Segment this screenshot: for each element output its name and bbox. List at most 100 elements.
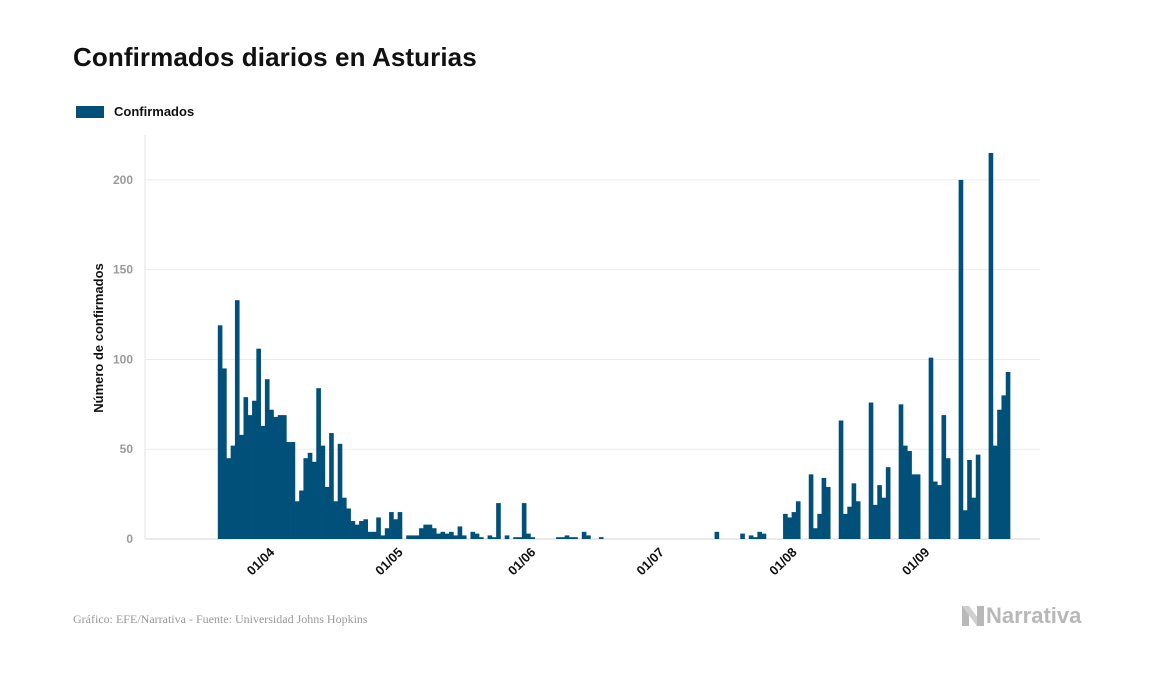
bar [277,415,283,539]
bar [847,506,852,539]
bar [1005,372,1011,539]
bar [449,531,454,539]
y-axis-title: Número de confirmados [91,263,106,413]
bar [748,535,754,539]
bar [992,445,998,539]
bar [817,513,822,539]
bar [239,434,244,539]
bar [975,454,981,539]
bar [556,537,561,539]
bar [753,537,758,539]
bar [855,501,861,539]
x-tick-label: 01/08 [766,545,800,579]
bar [937,485,942,539]
legend-swatch [76,105,104,118]
bar [521,503,527,539]
bar [915,474,921,539]
bar [783,513,788,539]
bar [808,474,814,539]
bar [282,415,287,539]
bar [530,537,536,539]
legend: Confirmados [76,104,194,119]
bar [423,524,428,539]
bar [740,533,745,539]
bar [461,535,467,539]
bar [795,501,801,539]
bar [222,368,227,539]
narrativa-logo-icon [962,606,984,626]
y-tick-label: 150 [113,263,133,277]
bar [359,521,364,539]
bar [761,533,767,539]
bar [997,409,1002,539]
bar [260,425,266,539]
bar [885,467,891,539]
bar [406,535,411,539]
bar [299,490,304,539]
bar [444,533,450,539]
bar [367,531,373,539]
bar [320,445,326,539]
bar [928,357,934,539]
bar [868,402,874,539]
bar [307,452,313,539]
bar [958,179,964,539]
bar [581,531,587,539]
bar [290,442,296,539]
bar [586,535,591,539]
bar [341,497,347,539]
source-note: Gráfico: EFE/Narrativa - Fuente: Univers… [73,612,368,626]
bar [217,325,223,539]
legend-label: Confirmados [114,104,195,119]
bar [427,524,433,539]
bar [504,535,510,539]
bar [226,458,231,539]
bar [363,519,369,539]
bar [252,400,257,539]
bar [286,442,291,539]
bar [560,537,566,539]
x-tick-label: 01/06 [505,545,539,579]
y-tick-label: 50 [120,442,134,456]
bar [843,513,848,539]
y-tick-label: 200 [113,173,133,187]
bar [821,477,827,539]
bar [393,519,398,539]
bar [971,497,977,539]
bar [967,460,972,539]
bar [877,485,882,539]
y-tick-label: 100 [113,352,133,366]
x-tick-label: 01/07 [633,545,667,579]
bar [312,461,317,539]
bar [264,379,270,539]
brand-logo: Narrativa [962,603,1081,629]
x-tick-label: 01/04 [244,544,278,578]
bar [907,451,912,539]
bar [962,510,968,539]
bar [247,415,253,539]
bar [902,445,908,539]
bar [564,535,570,539]
bar [346,508,351,539]
bar [825,486,831,539]
bar [273,416,279,539]
bar [230,445,236,539]
bar [714,531,720,539]
bar [1001,395,1007,539]
bar [568,537,574,539]
bar [988,152,994,539]
bar [898,404,904,539]
chart-title: Confirmados diarios en Asturias [73,42,477,72]
bar [573,537,578,539]
bar [851,483,857,539]
bar [470,531,476,539]
bar [496,503,501,539]
bar [881,497,887,539]
bar [329,433,334,539]
bar [294,501,300,539]
bar [414,535,420,539]
bar [384,528,390,539]
bar [872,504,878,539]
bar [316,388,321,539]
bar [256,348,261,539]
